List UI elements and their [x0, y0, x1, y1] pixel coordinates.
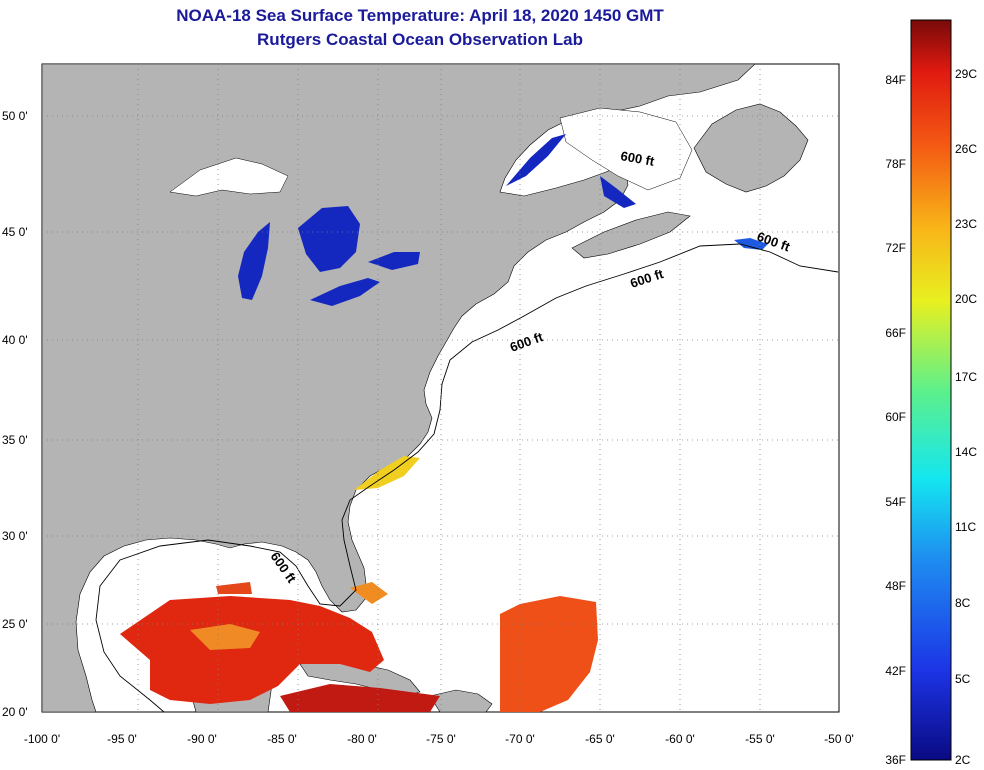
- lon-tick-label: -90 0': [187, 732, 217, 746]
- lat-tick-label: 50 0': [2, 109, 28, 123]
- colorbar-label-f: 42F: [885, 664, 906, 678]
- lake-michigan: [238, 222, 270, 300]
- lat-tick-labels: 50 0' 45 0' 40 0' 35 0' 30 0' 25 0' 20 0…: [2, 109, 28, 719]
- colorbar-label-f: 78F: [885, 157, 906, 171]
- sst-gulf-of-mexico: [120, 596, 384, 704]
- sst-north-gulf: [216, 582, 252, 594]
- colorbar-label-c: 14C: [955, 445, 977, 459]
- colorbar-celsius-labels: 29C 26C 23C 20C 17C 14C 11C 8C 5C 2C: [955, 67, 977, 767]
- colorbar-label-c: 2C: [955, 753, 971, 767]
- lake-huron: [298, 206, 360, 272]
- pei-blue: [600, 176, 636, 208]
- map-title-line2: Rutgers Coastal Ocean Observation Lab: [257, 30, 583, 49]
- lat-tick-label: 45 0': [2, 225, 28, 239]
- lon-tick-label: -95 0': [107, 732, 137, 746]
- lake-erie: [310, 278, 380, 306]
- colorbar-label-c: 23C: [955, 217, 977, 231]
- colorbar-label-c: 26C: [955, 142, 977, 156]
- sst-caribbean: [280, 684, 440, 712]
- hispaniola-land: [429, 689, 493, 712]
- colorbar-label-f: 36F: [885, 753, 906, 767]
- colorbar: [910, 19, 952, 761]
- grand-banks-blue: [734, 238, 768, 250]
- colorbar-label-c: 29C: [955, 67, 977, 81]
- colorbar-label-c: 17C: [955, 370, 977, 384]
- lat-tick-label: 30 0': [2, 529, 28, 543]
- lon-tick-label: -75 0': [426, 732, 456, 746]
- colorbar-label-f: 54F: [885, 495, 906, 509]
- lat-tick-label: 35 0': [2, 433, 28, 447]
- newfoundland-land: [693, 103, 809, 193]
- colorbar-label-c: 20C: [955, 292, 977, 306]
- lon-tick-label: -65 0': [585, 732, 615, 746]
- colorbar-fahrenheit-labels: 84F 78F 72F 66F 60F 54F 48F 42F 36F: [885, 73, 906, 767]
- lat-tick-label: 25 0': [2, 617, 28, 631]
- lon-tick-label: -80 0': [347, 732, 377, 746]
- sst-atlantic-south: [500, 596, 598, 712]
- sst-florida-strait: [350, 582, 388, 604]
- lon-tick-label: -70 0': [505, 732, 535, 746]
- colorbar-label-f: 66F: [885, 326, 906, 340]
- isobath-600ft: [95, 243, 839, 712]
- lon-tick-label: -100 0': [24, 732, 60, 746]
- st-lawrence-gulf-water: [559, 107, 693, 191]
- colorbar-label-c: 8C: [955, 596, 971, 610]
- lon-tick-label: -55 0': [745, 732, 775, 746]
- lon-tick-labels: -100 0' -95 0' -90 0' -85 0' -80 0' -75 …: [24, 732, 854, 746]
- lat-tick-label: 20 0': [2, 705, 28, 719]
- colorbar-label-c: 5C: [955, 672, 971, 686]
- lon-tick-label: -60 0': [665, 732, 695, 746]
- contour-label: 600 ft: [619, 148, 656, 169]
- colorbar-label-f: 48F: [885, 579, 906, 593]
- colorbar-label-c: 11C: [955, 520, 976, 534]
- lake-ontario: [368, 252, 420, 270]
- north-america-land: [42, 64, 756, 712]
- st-lawrence-blue: [506, 134, 566, 186]
- lon-tick-label: -85 0': [267, 732, 297, 746]
- colorbar-label-f: 72F: [885, 241, 906, 255]
- colorbar-label-f: 60F: [885, 410, 906, 424]
- sst-gulf-warm-core: [190, 624, 260, 650]
- map-title-line1: NOAA-18 Sea Surface Temperature: April 1…: [176, 6, 664, 25]
- graticule: [42, 64, 839, 712]
- sst-gulf-stream-carolina: [354, 456, 420, 490]
- lat-tick-label: 40 0': [2, 333, 28, 347]
- lon-tick-label: -50 0': [824, 732, 854, 746]
- colorbar-label-f: 84F: [885, 73, 906, 87]
